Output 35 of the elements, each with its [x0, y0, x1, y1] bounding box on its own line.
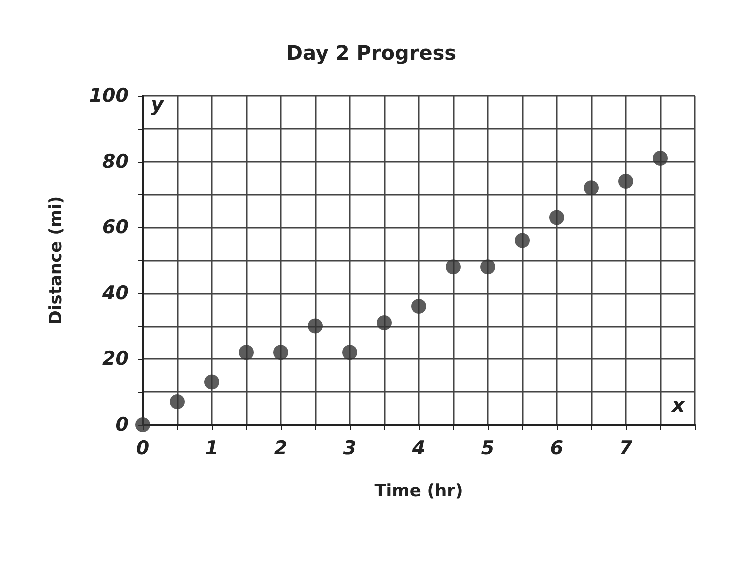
x-tick-label: 3 [343, 438, 357, 460]
point [446, 260, 461, 275]
y-axis-title: Distance (mi) [46, 196, 66, 325]
y-tick-label: 40 [102, 282, 129, 304]
x-tick-label: 0 [136, 438, 150, 460]
point [550, 210, 564, 226]
point [308, 318, 323, 334]
x-tick-label: 6 [550, 438, 564, 460]
point [239, 345, 254, 360]
chart-title: Day 2 Progress [286, 41, 457, 65]
annotation: x [671, 393, 686, 417]
point [480, 260, 496, 275]
x-tick-label: 4 [411, 438, 426, 460]
y-tick-label: 100 [89, 85, 129, 107]
point [342, 345, 358, 360]
point [274, 345, 288, 360]
y-tick-label: 20 [102, 348, 129, 370]
y-tick-label: 0 [116, 414, 129, 436]
x-axis-title: Time (hr) [374, 482, 464, 502]
x-tick-label: 5 [481, 438, 495, 460]
point [515, 233, 530, 248]
point [584, 180, 599, 196]
point [653, 151, 668, 166]
y-tick-label: 80 [102, 150, 129, 173]
point [377, 316, 392, 331]
point [204, 374, 220, 390]
point [170, 394, 185, 410]
point [412, 299, 426, 314]
point [136, 418, 150, 432]
y-tick-label: 60 [102, 216, 129, 239]
point [618, 174, 634, 190]
x-tick-label: 7 [619, 438, 634, 460]
x-tick-label: 2 [274, 438, 288, 460]
x-tick-label: 1 [205, 438, 219, 460]
annotation: y [151, 92, 165, 116]
